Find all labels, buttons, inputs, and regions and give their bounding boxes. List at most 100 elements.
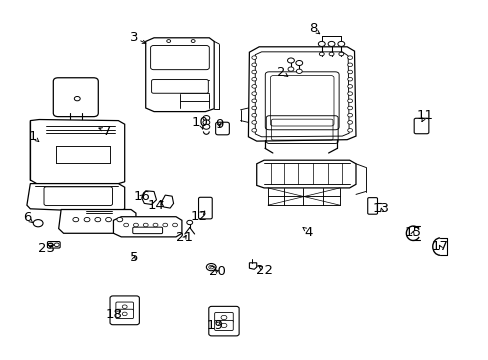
- FancyBboxPatch shape: [208, 306, 239, 336]
- Circle shape: [347, 92, 352, 95]
- Polygon shape: [113, 217, 182, 237]
- Text: 13: 13: [372, 202, 389, 215]
- FancyBboxPatch shape: [116, 309, 133, 319]
- Circle shape: [221, 323, 226, 328]
- Polygon shape: [145, 38, 214, 112]
- Circle shape: [186, 220, 192, 225]
- Circle shape: [117, 217, 122, 222]
- Circle shape: [295, 60, 302, 66]
- Text: 2: 2: [276, 66, 285, 78]
- Polygon shape: [248, 47, 355, 141]
- Circle shape: [143, 223, 148, 227]
- Circle shape: [73, 217, 79, 222]
- Circle shape: [251, 129, 256, 132]
- Text: 9: 9: [214, 118, 223, 131]
- Text: 10: 10: [192, 116, 208, 129]
- Text: 17: 17: [431, 240, 447, 253]
- Circle shape: [347, 63, 352, 67]
- Text: 21: 21: [176, 231, 193, 244]
- Circle shape: [203, 124, 209, 129]
- Polygon shape: [249, 263, 256, 269]
- Circle shape: [251, 85, 256, 88]
- FancyBboxPatch shape: [53, 78, 98, 117]
- Text: 22: 22: [255, 264, 272, 276]
- FancyBboxPatch shape: [198, 197, 212, 219]
- Text: 16: 16: [133, 190, 150, 203]
- Circle shape: [251, 77, 256, 81]
- FancyBboxPatch shape: [367, 198, 377, 214]
- Circle shape: [287, 58, 294, 63]
- Circle shape: [191, 40, 195, 42]
- Text: 1: 1: [29, 130, 38, 143]
- FancyBboxPatch shape: [116, 302, 133, 311]
- Text: 14: 14: [148, 199, 164, 212]
- Circle shape: [172, 223, 177, 227]
- Circle shape: [84, 217, 90, 222]
- Circle shape: [163, 223, 167, 227]
- Polygon shape: [59, 210, 136, 233]
- Text: 5: 5: [130, 251, 139, 264]
- Circle shape: [251, 106, 256, 110]
- Circle shape: [347, 106, 352, 110]
- Circle shape: [221, 315, 226, 320]
- Text: 7: 7: [103, 125, 112, 138]
- Circle shape: [347, 121, 352, 124]
- Circle shape: [296, 69, 302, 73]
- Circle shape: [251, 113, 256, 117]
- Circle shape: [251, 63, 256, 67]
- Circle shape: [337, 41, 344, 46]
- Circle shape: [347, 77, 352, 81]
- Polygon shape: [27, 184, 124, 212]
- FancyBboxPatch shape: [214, 320, 233, 330]
- Circle shape: [251, 99, 256, 103]
- Text: 6: 6: [22, 211, 31, 224]
- Text: 12: 12: [191, 210, 207, 222]
- Circle shape: [328, 52, 333, 56]
- Circle shape: [327, 41, 334, 46]
- Circle shape: [203, 120, 209, 125]
- Text: 3: 3: [130, 31, 139, 44]
- Circle shape: [166, 40, 170, 42]
- Text: 15: 15: [404, 226, 421, 239]
- Circle shape: [251, 70, 256, 74]
- Circle shape: [318, 41, 325, 46]
- FancyBboxPatch shape: [110, 296, 139, 325]
- Text: 23: 23: [38, 242, 55, 255]
- Text: 18: 18: [105, 309, 122, 321]
- Polygon shape: [161, 195, 173, 208]
- Circle shape: [347, 70, 352, 74]
- Circle shape: [54, 243, 59, 247]
- FancyBboxPatch shape: [151, 80, 208, 93]
- Circle shape: [33, 220, 43, 227]
- Text: 4: 4: [304, 226, 313, 239]
- Circle shape: [105, 217, 111, 222]
- Circle shape: [203, 116, 209, 121]
- Circle shape: [123, 223, 128, 227]
- Circle shape: [251, 92, 256, 95]
- Polygon shape: [142, 191, 156, 204]
- Circle shape: [206, 264, 216, 271]
- Circle shape: [208, 265, 213, 269]
- Circle shape: [287, 67, 293, 71]
- Circle shape: [347, 85, 352, 88]
- Circle shape: [347, 129, 352, 132]
- FancyBboxPatch shape: [47, 242, 60, 248]
- Circle shape: [338, 52, 343, 56]
- Circle shape: [251, 56, 256, 59]
- FancyBboxPatch shape: [150, 46, 209, 70]
- FancyBboxPatch shape: [413, 118, 428, 134]
- Text: 19: 19: [206, 319, 223, 332]
- FancyBboxPatch shape: [214, 312, 233, 323]
- Circle shape: [153, 223, 158, 227]
- Polygon shape: [256, 160, 355, 188]
- FancyBboxPatch shape: [132, 227, 162, 234]
- Circle shape: [48, 243, 53, 247]
- Circle shape: [251, 121, 256, 124]
- FancyBboxPatch shape: [215, 122, 229, 135]
- Circle shape: [74, 96, 80, 101]
- Circle shape: [95, 217, 101, 222]
- Circle shape: [122, 312, 127, 316]
- Text: 8: 8: [308, 22, 317, 35]
- Circle shape: [319, 52, 324, 56]
- Circle shape: [347, 56, 352, 59]
